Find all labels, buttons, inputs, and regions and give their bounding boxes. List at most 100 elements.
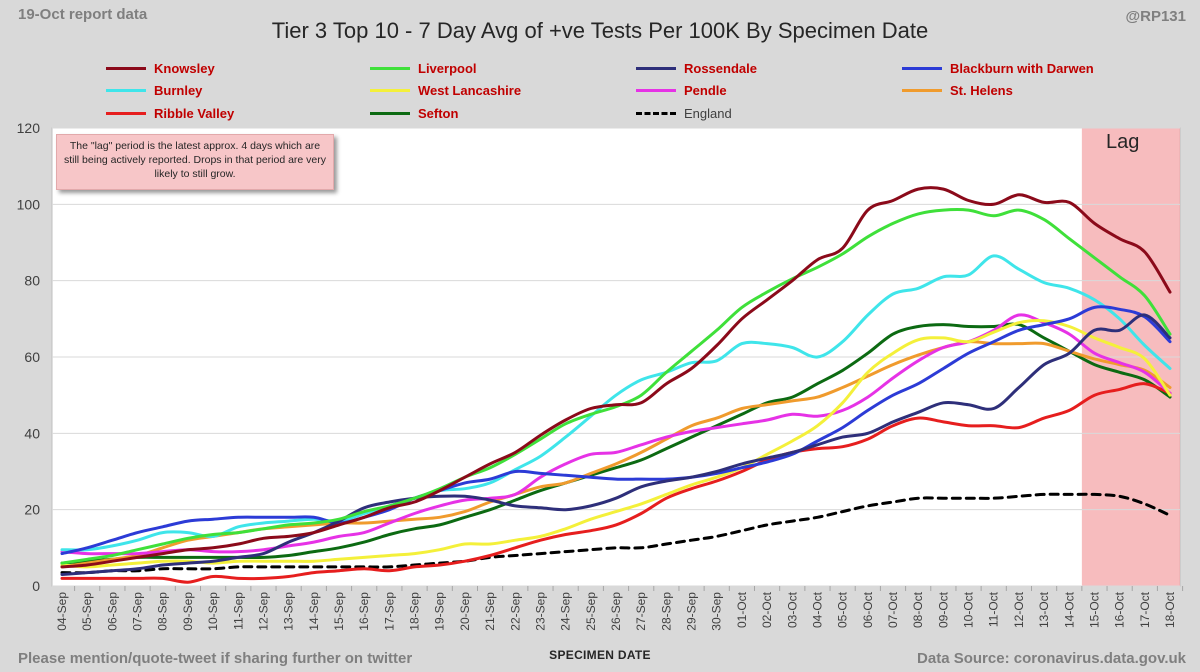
x-tick-label: 29-Sep xyxy=(685,592,699,631)
y-tick-label: 80 xyxy=(24,273,40,289)
legend-item-burnley: Burnley xyxy=(106,82,202,98)
x-tick-label: 05-Oct xyxy=(836,591,850,628)
report-date-label: 19-Oct report data xyxy=(18,6,148,23)
x-tick-label: 21-Sep xyxy=(483,592,497,631)
x-tick-label: 25-Sep xyxy=(584,592,598,631)
legend-label: Rossendale xyxy=(684,60,757,76)
x-tick-label: 17-Sep xyxy=(382,592,396,631)
legend-label: Knowsley xyxy=(154,60,215,76)
x-tick-label: 09-Oct xyxy=(936,591,950,628)
series-line-blackburn-with-darwen xyxy=(60,305,1172,556)
x-tick-label: 14-Sep xyxy=(307,592,321,631)
y-tick-label: 0 xyxy=(32,578,40,594)
x-tick-label: 18-Sep xyxy=(408,592,422,631)
x-tick-label: 24-Sep xyxy=(559,592,573,631)
x-tick-label: 10-Sep xyxy=(206,592,220,631)
legend-label: Ribble Valley xyxy=(154,105,235,121)
y-tick-label: 100 xyxy=(17,196,41,212)
legend-label: Blackburn with Darwen xyxy=(950,60,1094,76)
x-tick-label: 18-Oct xyxy=(1163,591,1177,628)
legend-label: Liverpool xyxy=(418,60,477,76)
x-tick-label: 11-Sep xyxy=(231,592,245,630)
x-tick-label: 27-Sep xyxy=(634,592,648,631)
legend-item-west-lancashire: West Lancashire xyxy=(370,82,521,98)
series-line-west-lancashire xyxy=(60,318,1172,569)
legend-item-knowsley: Knowsley xyxy=(106,60,215,76)
legend-item-liverpool: Liverpool xyxy=(370,60,477,76)
lag-label: Lag xyxy=(1106,131,1140,153)
legend-swatch xyxy=(902,66,942,70)
x-tick-label: 12-Oct xyxy=(1012,591,1026,628)
legend-label: Sefton xyxy=(418,105,459,121)
series-line-knowsley xyxy=(60,186,1172,569)
x-tick-label: 15-Sep xyxy=(332,592,346,631)
x-axis-ticks: 04-Sep 05-Sep 06-Sep 07-Sep 08-Sep 09-Sep 10-S… xyxy=(55,586,1184,631)
x-tick-label: 17-Oct xyxy=(1138,591,1152,628)
legend-item-st-helens: St. Helens xyxy=(902,82,1013,98)
series-line-ribble-valley xyxy=(60,382,1172,584)
x-tick-label: 13-Oct xyxy=(1037,591,1051,628)
y-tick-label: 40 xyxy=(24,425,40,441)
series-line-england xyxy=(60,492,1172,575)
legend-item-rossendale: Rossendale xyxy=(636,60,757,76)
legend-label: Pendle xyxy=(684,82,727,98)
x-tick-label: 11-Oct xyxy=(987,591,1001,627)
legend-swatch xyxy=(106,111,146,115)
legend-swatch xyxy=(106,66,146,70)
x-tick-label: 30-Sep xyxy=(710,592,724,631)
legend-swatch xyxy=(106,88,146,92)
x-tick-label: 16-Sep xyxy=(357,592,371,631)
x-tick-label: 22-Sep xyxy=(508,592,522,631)
y-tick-label: 120 xyxy=(17,120,41,136)
y-axis-ticks: 0 20 40 60 80 100 120 xyxy=(17,120,41,594)
legend-item-blackburn-with-darwen: Blackburn with Darwen xyxy=(902,60,1094,76)
footer-data-source: Data Source: coronavirus.data.gov.uk xyxy=(917,650,1186,667)
x-tick-label: 02-Oct xyxy=(760,591,774,628)
x-tick-label: 20-Sep xyxy=(458,592,472,631)
series-lines xyxy=(60,186,1172,584)
x-tick-label: 06-Sep xyxy=(105,592,119,631)
x-tick-label: 14-Oct xyxy=(1062,591,1076,628)
legend-label: West Lancashire xyxy=(418,82,522,98)
legend-label: Burnley xyxy=(154,82,203,98)
legend-swatch xyxy=(636,66,676,70)
legend-swatch xyxy=(370,66,410,70)
x-tick-label: 04-Sep xyxy=(55,592,69,631)
x-tick-label: 01-Oct xyxy=(735,591,749,628)
x-tick-label: 08-Oct xyxy=(911,591,925,628)
x-tick-label: 28-Sep xyxy=(659,592,673,631)
x-tick-label: 03-Oct xyxy=(785,591,799,628)
x-tick-label: 09-Sep xyxy=(181,592,195,631)
x-tick-label: 06-Oct xyxy=(861,591,875,628)
y-tick-label: 60 xyxy=(24,349,40,365)
x-tick-label: 05-Sep xyxy=(80,592,94,631)
x-tick-label: 12-Sep xyxy=(256,592,270,631)
series-line-burnley xyxy=(60,254,1172,552)
legend-swatch xyxy=(636,111,676,115)
footer-share-note: Please mention/quote-tweet if sharing fu… xyxy=(18,650,413,667)
twitter-handle: @RP131 xyxy=(1125,8,1187,25)
x-tick-label: 16-Oct xyxy=(1113,591,1127,628)
chart-title: Tier 3 Top 10 - 7 Day Avg of +ve Tests P… xyxy=(271,18,929,43)
x-axis-title: SPECIMEN DATE xyxy=(549,648,651,662)
legend-item-england: England xyxy=(636,105,732,121)
legend-item-pendle: Pendle xyxy=(636,82,727,98)
lag-note-box: The "lag" period is the latest approx. 4… xyxy=(56,134,334,190)
legend-label: England xyxy=(684,105,732,121)
x-tick-label: 26-Sep xyxy=(609,592,623,631)
x-tick-label: 07-Sep xyxy=(131,592,145,631)
series-line-rossendale xyxy=(60,313,1172,576)
legend-item-sefton: Sefton xyxy=(370,105,458,121)
legend-swatch xyxy=(370,88,410,92)
x-tick-label: 19-Sep xyxy=(433,592,447,631)
legend-swatch xyxy=(636,88,676,92)
x-tick-label: 07-Oct xyxy=(886,591,900,628)
y-tick-label: 20 xyxy=(24,502,40,518)
legend-label: St. Helens xyxy=(950,82,1013,98)
x-tick-label: 13-Sep xyxy=(282,592,296,631)
x-tick-label: 04-Oct xyxy=(810,591,824,628)
series-line-liverpool xyxy=(60,207,1172,565)
x-tick-label: 08-Sep xyxy=(156,592,170,631)
x-tick-label: 15-Oct xyxy=(1087,591,1101,628)
legend-item-ribble-valley: Ribble Valley xyxy=(106,105,234,121)
